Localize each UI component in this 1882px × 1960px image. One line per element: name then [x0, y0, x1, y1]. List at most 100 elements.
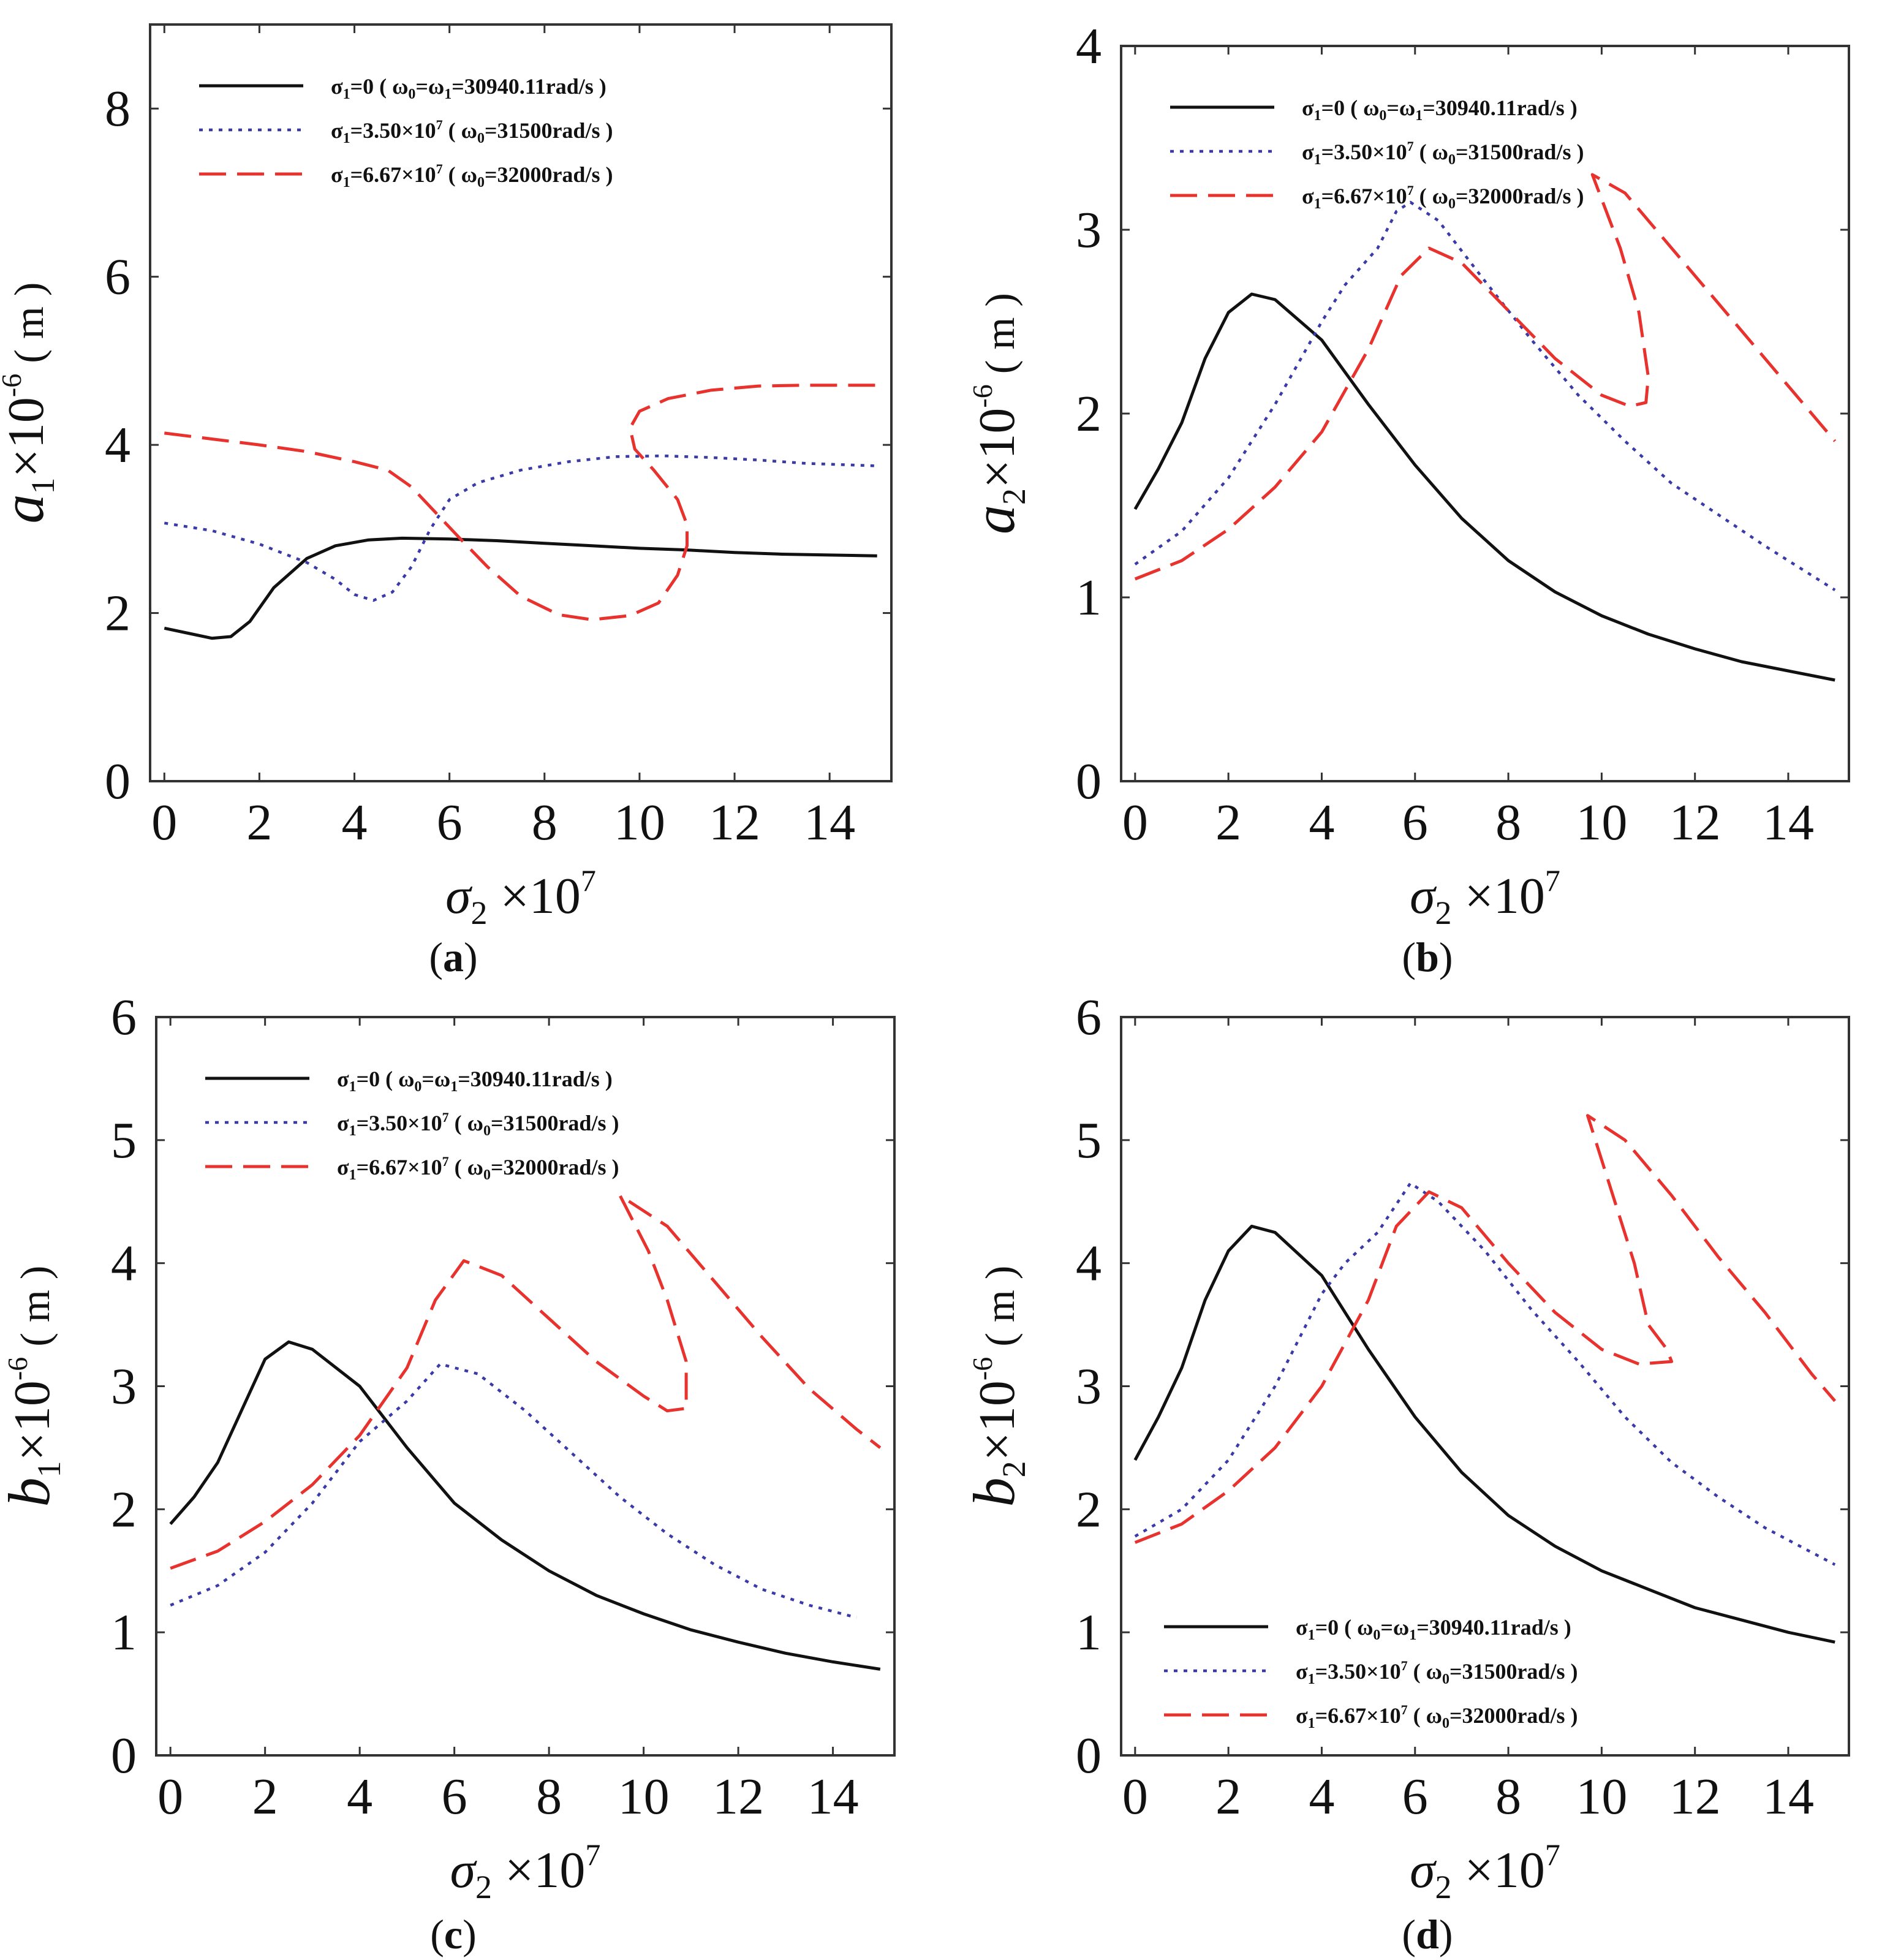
x-tick-label: 10 — [1576, 1768, 1627, 1825]
legend: σ1=0 ( ω0=ω1=30940.11rad/s ) σ1=3.50×107 … — [199, 74, 613, 191]
panel-c: 0 2 4 6 8 10 12 140123456σ1=0 ( ω0=ω1=30940.11r… — [0, 989, 896, 1958]
series-line-dotted: σ1=3.50×10^7 ( ω0=31500rad/s ) — [1134, 1181, 1836, 1566]
panel-caption: (c) — [430, 1911, 477, 1958]
x-tick-label: 12 — [709, 794, 760, 851]
x-axis-label: σ2 ×107 — [1410, 1837, 1560, 1905]
y-tick-label: 0 — [105, 753, 130, 810]
legend-label: σ1=0 ( ω0=ω1=30940.11rad/s ) — [1296, 1615, 1571, 1643]
legend-label: σ1=6.67×107 ( ω0=32000rad/s ) — [337, 1154, 619, 1183]
panel-b: 0 2 4 6 8 10 12 1401234σ1=0 ( ω0=ω1=30940.11rad… — [961, 18, 1850, 980]
legend: σ1=0 ( ω0=ω1=30940.11rad/s ) σ1=3.50×107 … — [1164, 1615, 1578, 1731]
legend-label: σ1=0 ( ω0=ω1=30940.11rad/s ) — [337, 1067, 613, 1095]
legend-label: σ1=3.50×107 ( ω0=31500rad/s ) — [337, 1110, 619, 1139]
x-tick-label: 0 — [151, 794, 177, 851]
y-tick-label: 3 — [111, 1358, 137, 1415]
series-line-solid: σ1=0 ( ω0=ω1=30940.11rad/s ) — [169, 1340, 881, 1671]
panel-d: 0 2 4 6 8 10 12 140123456σ1=0 ( ω0=ω1=30940.11r… — [961, 989, 1850, 1958]
legend-label: σ1=0 ( ω0=ω1=30940.11rad/s ) — [1302, 96, 1578, 124]
y-axis-label: a2×10-6 ( m ) — [961, 293, 1032, 534]
y-tick-label: 4 — [111, 1235, 137, 1292]
y-tick-label: 1 — [1076, 1604, 1102, 1661]
y-axis-label: a1×10-6 ( m ) — [0, 282, 61, 524]
y-tick-label: 4 — [105, 417, 130, 474]
x-tick-label: 8 — [1495, 1768, 1521, 1825]
y-tick-label: 2 — [105, 585, 130, 642]
y-tick-label: 4 — [1076, 1235, 1102, 1292]
x-tick-label: 10 — [1576, 794, 1627, 851]
panel-caption: (a) — [429, 934, 477, 980]
x-tick-label: 8 — [532, 794, 557, 851]
series-line-dashed: σ1=6.67×10^7 ( ω0=32000rad/s ) — [1134, 1114, 1837, 1544]
series-line-solid: σ1=0 ( ω0=ω1=30940.11rad/s ) — [1133, 1224, 1835, 1644]
y-tick-label: 2 — [1076, 1481, 1102, 1538]
legend-label: σ1=6.67×107 ( ω0=32000rad/s ) — [331, 161, 613, 191]
x-tick-label: 4 — [1309, 1768, 1334, 1825]
panel-caption: (b) — [1402, 934, 1453, 980]
x-tick-label: 14 — [1763, 794, 1814, 851]
y-tick-label: 3 — [1076, 202, 1102, 259]
series-line-dashed: σ1=6.67×10^7 ( ω0=32000rad/s ) — [164, 384, 877, 621]
y-axis-label: b1×10-6 ( m ) — [0, 1266, 67, 1507]
y-tick-label: 0 — [1076, 1727, 1102, 1784]
y-tick-label: 6 — [1076, 989, 1102, 1046]
y-tick-label: 2 — [1076, 385, 1102, 442]
y-tick-label: 1 — [111, 1604, 137, 1661]
series-line-solid: σ1=0 ( ω0=ω1=30940.11rad/s ) — [164, 536, 877, 640]
legend-label: σ1=3.50×107 ( ω0=31500rad/s ) — [331, 117, 613, 146]
legend: σ1=0 ( ω0=ω1=30940.11rad/s ) σ1=3.50×107 … — [1170, 96, 1584, 212]
y-tick-label: 3 — [1076, 1358, 1102, 1415]
x-tick-label: 6 — [437, 794, 463, 851]
x-tick-label: 2 — [246, 794, 272, 851]
series-line-dotted: σ1=3.50×10^7 ( ω0=31500rad/s ) — [164, 454, 877, 602]
x-tick-label: 14 — [807, 1768, 859, 1825]
series-line-dashed: σ1=6.67×10^7 ( ω0=32000rad/s ) — [1134, 173, 1837, 581]
x-tick-label: 12 — [712, 1768, 764, 1825]
x-tick-label: 6 — [442, 1768, 467, 1825]
panel-caption: (d) — [1402, 1911, 1453, 1958]
x-axis-label: σ2 ×107 — [445, 863, 596, 931]
x-tick-label: 12 — [1669, 1768, 1721, 1825]
x-tick-label: 14 — [1763, 1768, 1814, 1825]
y-axis-label: b2×10-6 ( m ) — [961, 1266, 1032, 1507]
x-tick-label: 2 — [1215, 1768, 1241, 1825]
panel-a: 0 2 4 6 8 10 12 14 0 2 4 6 8 σ1=0 ( ω0=ω1=30940.11rad… — [0, 23, 893, 980]
x-tick-label: 0 — [157, 1768, 183, 1825]
x-tick-label: 8 — [536, 1768, 562, 1825]
x-tick-label: 2 — [252, 1768, 278, 1825]
legend-label: σ1=3.50×107 ( ω0=31500rad/s ) — [1296, 1658, 1578, 1687]
plot-frame — [149, 23, 893, 782]
series-line-dashed: σ1=6.67×10^7 ( ω0=32000rad/s ) — [170, 1194, 882, 1570]
series-line-dotted: σ1=3.50×10^7 ( ω0=31500rad/s ) — [170, 1363, 857, 1619]
x-tick-label: 4 — [347, 1768, 372, 1825]
y-tick-label: 2 — [111, 1481, 137, 1538]
x-tick-label: 14 — [804, 794, 855, 851]
legend-label: σ1=6.67×107 ( ω0=32000rad/s ) — [1296, 1702, 1578, 1731]
x-tick-label: 6 — [1402, 1768, 1428, 1825]
y-tick-label: 6 — [105, 249, 130, 306]
x-tick-label: 4 — [342, 794, 368, 851]
x-tick-label: 12 — [1669, 794, 1721, 851]
y-tick-label: 5 — [1076, 1112, 1102, 1169]
x-tick-label: 0 — [1122, 1768, 1148, 1825]
x-axis-label: σ2 ×107 — [1410, 863, 1560, 931]
x-tick-label: 10 — [618, 1768, 670, 1825]
legend-label: σ1=6.67×107 ( ω0=32000rad/s ) — [1302, 183, 1584, 212]
x-tick-label: 2 — [1215, 794, 1241, 851]
x-tick-label: 10 — [614, 794, 665, 851]
x-axis-label: σ2 ×107 — [450, 1837, 601, 1905]
y-tick-label: 0 — [1076, 753, 1102, 810]
x-tick-label: 4 — [1309, 794, 1334, 851]
legend-label: σ1=3.50×107 ( ω0=31500rad/s ) — [1302, 138, 1584, 168]
series-line-solid: σ1=0 ( ω0=ω1=30940.11rad/s ) — [1133, 292, 1835, 682]
x-tick-label: 0 — [1122, 794, 1148, 851]
y-tick-label: 1 — [1076, 569, 1102, 626]
legend: σ1=0 ( ω0=ω1=30940.11rad/s ) σ1=3.50×107 … — [205, 1067, 619, 1183]
legend-label: σ1=0 ( ω0=ω1=30940.11rad/s ) — [331, 74, 607, 102]
plot-frame — [1120, 1016, 1850, 1757]
y-tick-label: 5 — [111, 1112, 137, 1169]
y-tick-label: 8 — [105, 80, 130, 137]
x-tick-label: 6 — [1402, 794, 1428, 851]
y-tick-label: 6 — [111, 989, 137, 1046]
series-line-dotted: σ1=3.50×10^7 ( ω0=31500rad/s ) — [1134, 200, 1836, 591]
